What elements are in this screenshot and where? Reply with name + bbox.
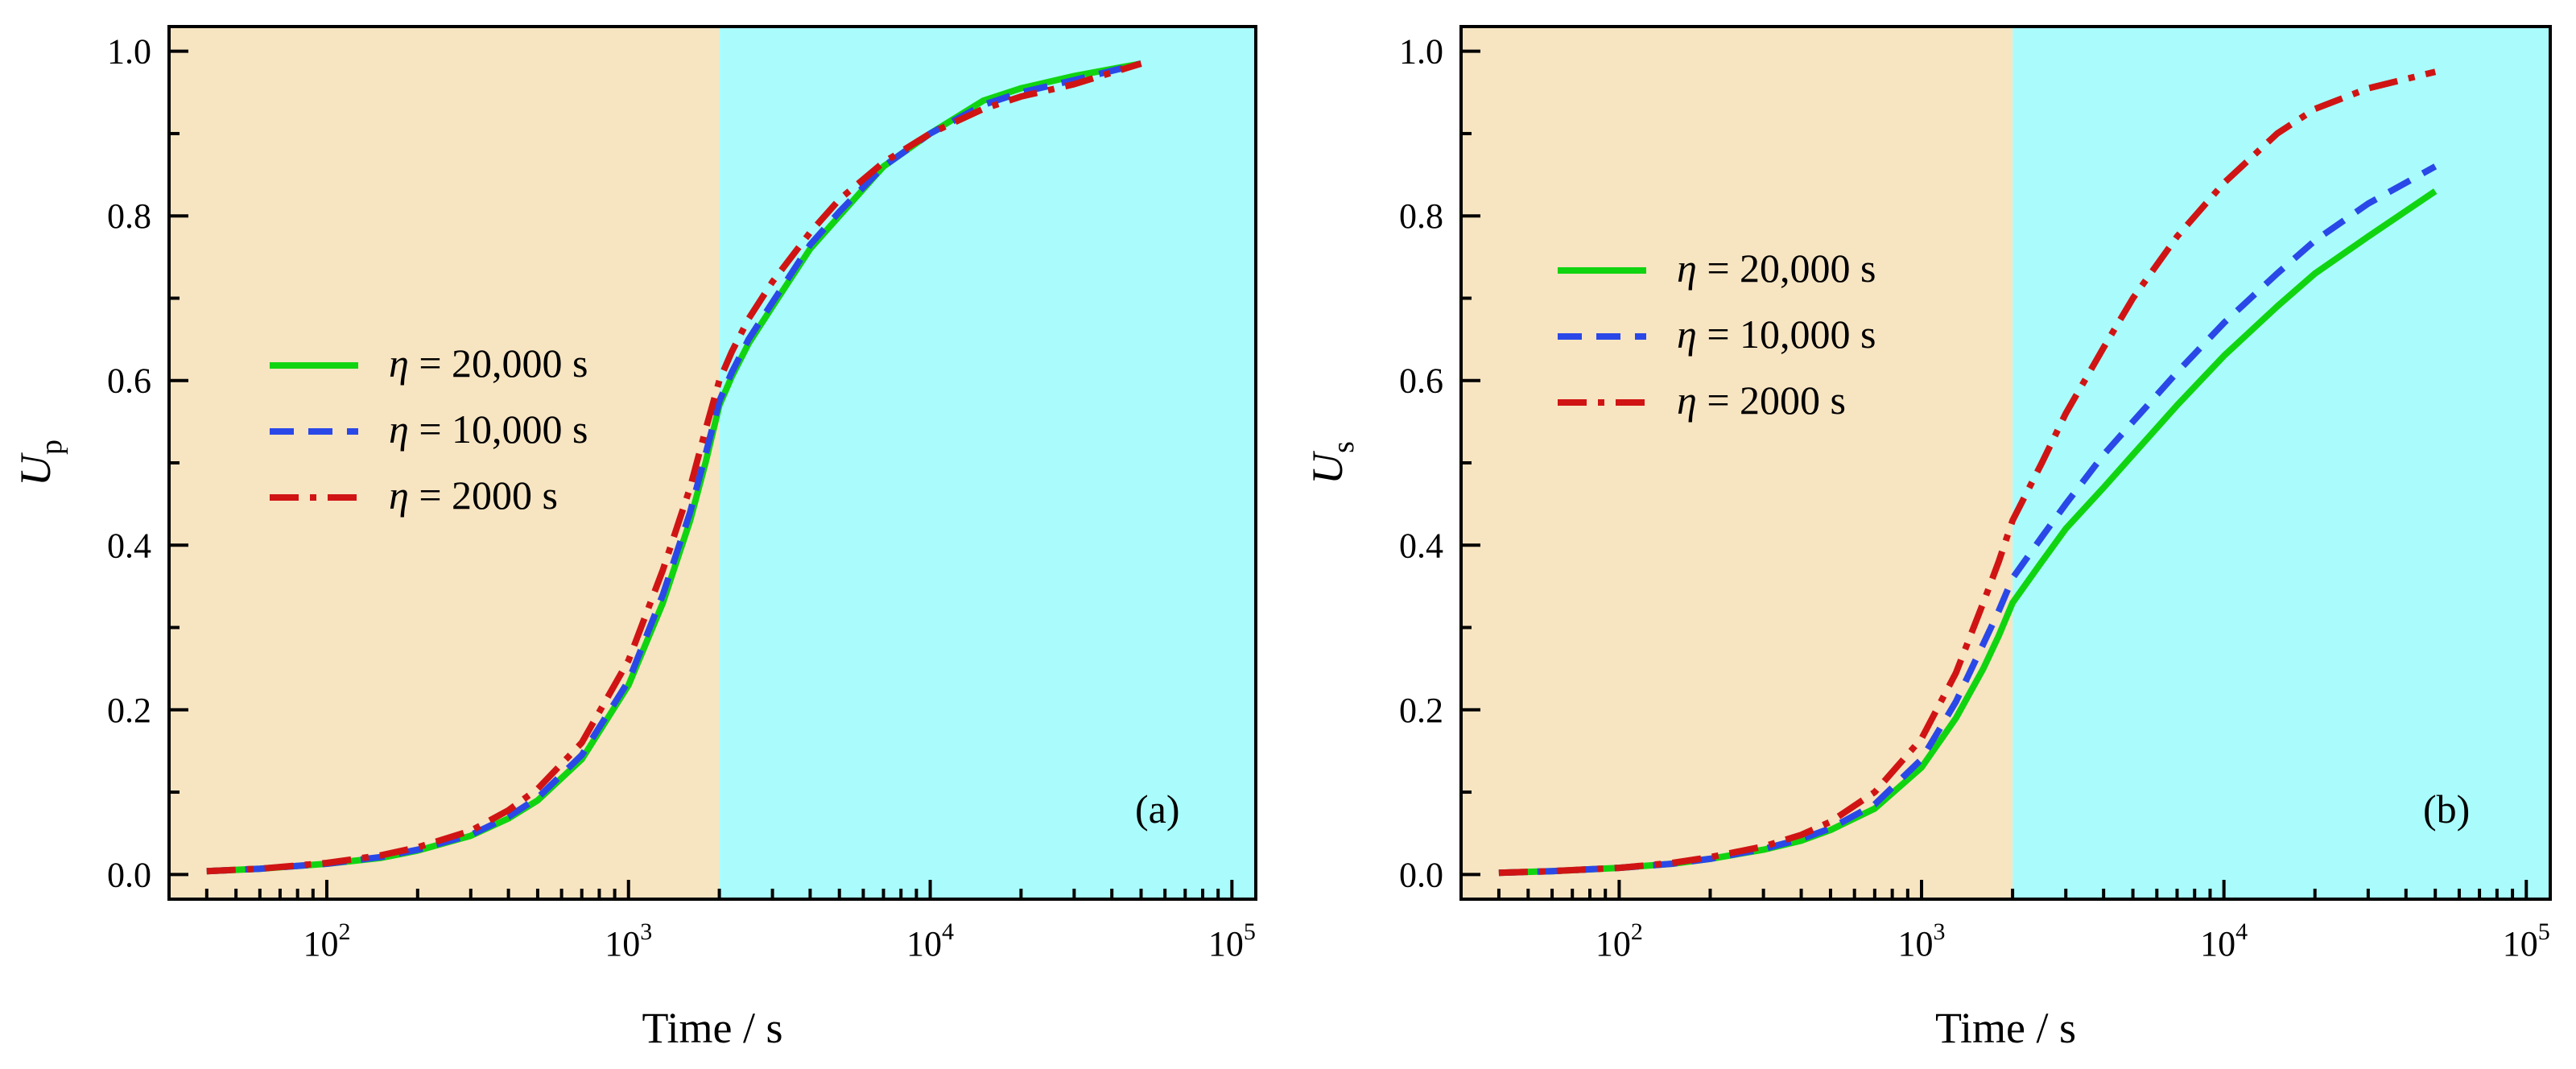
series-line	[1498, 68, 2437, 877]
x-axis-title: Time / s	[1935, 1004, 2076, 1052]
legend-label: η = 2000 s	[1677, 378, 1846, 423]
series-line	[206, 60, 1142, 875]
legend-label: η = 20,000 s	[389, 341, 588, 386]
y-tick-label: 0.6	[1399, 361, 1443, 401]
x-tick-label: 103	[605, 918, 652, 964]
series-group	[206, 60, 1142, 875]
legend-label: η = 10,000 s	[389, 407, 588, 452]
x-tick-label: 103	[1898, 918, 1946, 964]
y-tick-label: 0.0	[1399, 855, 1443, 894]
y-tick-label: 0.2	[107, 691, 151, 730]
y-tick-label: 1.0	[1399, 32, 1443, 72]
y-tick-label: 1.0	[107, 32, 151, 72]
chart-panel-b: 102 103 104 105 0.0 0.2 0.4 0.6 0.8 1.0 Time / s Us…	[1303, 25, 2552, 1052]
x-tick-label: 105	[1208, 918, 1256, 964]
y-tick-label: 0.4	[1399, 526, 1443, 565]
x-tick-label: 104	[906, 918, 954, 964]
x-tick-label: 102	[1596, 918, 1643, 964]
y-tick-label: 0.2	[1399, 691, 1443, 730]
shaded-region	[719, 27, 1256, 899]
y-axis-title: Up	[11, 440, 68, 486]
series-line	[1498, 163, 2438, 877]
shaded-region	[169, 27, 720, 899]
y-tick-label: 0.4	[107, 526, 151, 565]
x-axis-title: Time / s	[642, 1004, 782, 1052]
x-tick-label: 104	[2200, 918, 2248, 964]
legend-label: η = 20,000 s	[1677, 246, 1876, 291]
y-tick-label: 0.8	[107, 196, 151, 236]
chart-panel-a: 102 103 104 105 0.0 0.2 0.4 0.6 0.8 1.0 Time / s Up…	[11, 25, 1257, 1052]
x-tick-label: 102	[303, 918, 350, 964]
y-tick-label: 0.6	[107, 361, 151, 401]
shaded-region	[1461, 27, 2013, 899]
y-tick-label: 0.0	[107, 855, 151, 894]
legend-label: η = 2000 s	[389, 473, 558, 518]
x-tick-label: 105	[2503, 918, 2550, 964]
series-group	[1498, 68, 2438, 877]
legend: η = 20,000 s η = 10,000 s η = 2000 s	[270, 341, 588, 518]
y-axis-title: Us	[1303, 441, 1360, 485]
panel-label: (b)	[2423, 786, 2470, 832]
shaded-region	[2013, 27, 2550, 899]
y-tick-label: 0.8	[1399, 196, 1443, 236]
panel-label: (a)	[1135, 786, 1180, 832]
legend: η = 20,000 s η = 10,000 s η = 2000 s	[1558, 246, 1876, 423]
legend-label: η = 10,000 s	[1677, 312, 1876, 357]
